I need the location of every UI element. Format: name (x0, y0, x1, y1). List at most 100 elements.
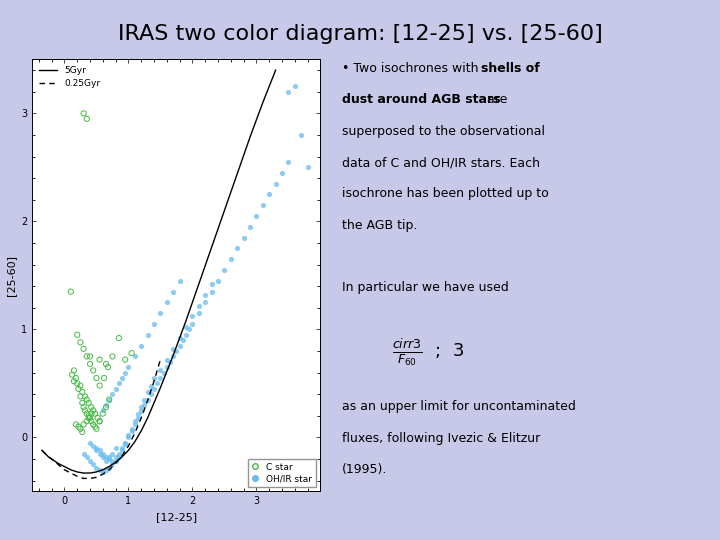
Point (76, 428, 88, 436)
Point (78, 109, 89, 118)
Point (110, 384, 122, 393)
Point (186, 312, 198, 321)
Text: superposed to the observational: superposed to the observational (342, 125, 545, 138)
Point (135, 403, 147, 411)
Point (78, 449, 89, 458)
Point (91, 424, 102, 433)
Point (97, 406, 109, 415)
Point (129, 420, 140, 429)
Point (283, 158, 294, 166)
Point (86, 417, 97, 426)
Point (86, 403, 97, 411)
Point (177, 336, 189, 345)
Text: (1995).: (1995). (342, 463, 387, 476)
Point (87, 420, 99, 429)
Point (113, 379, 125, 388)
Point (70, 374, 81, 382)
Point (193, 301, 204, 310)
Point (78, 403, 89, 411)
Point (135, 407, 147, 416)
Point (94, 417, 105, 426)
Text: isochrone has been plotted up to: isochrone has been plotted up to (342, 187, 549, 200)
Point (145, 381, 156, 390)
Point (148, 384, 160, 393)
Point (107, 390, 118, 399)
Point (142, 388, 153, 396)
Point (171, 347, 182, 355)
Point (168, 345, 179, 353)
Point (120, 368, 131, 377)
Text: the AGB tip.: the AGB tip. (342, 219, 418, 232)
Point (199, 291, 211, 299)
Legend: C star, OH/IR star: C star, OH/IR star (248, 459, 316, 487)
Point (86, 409, 97, 418)
Point (107, 449, 118, 458)
Point (102, 363, 114, 372)
Point (132, 414, 144, 422)
Point (180, 323, 192, 332)
Y-axis label: [25-60]: [25-60] (6, 255, 16, 296)
Point (122, 431, 134, 440)
Point (73, 422, 84, 431)
Text: data of C and OH/IR stars. Each: data of C and OH/IR stars. Each (342, 156, 540, 169)
Point (142, 395, 153, 404)
Point (164, 357, 176, 366)
Point (122, 433, 134, 442)
Point (186, 320, 198, 328)
Point (100, 465, 112, 474)
Point (87, 460, 99, 469)
Point (110, 457, 122, 465)
Point (283, 87, 294, 96)
Point (238, 233, 249, 242)
Point (104, 455, 115, 463)
Point (73, 384, 84, 393)
Point (100, 457, 112, 465)
Point (184, 325, 195, 334)
Point (97, 453, 109, 461)
Point (126, 424, 138, 433)
Text: are: are (483, 93, 508, 106)
Point (126, 427, 138, 435)
Point (81, 352, 93, 361)
Point (116, 446, 127, 455)
Point (206, 287, 217, 296)
Point (92, 414, 104, 422)
Point (151, 379, 163, 388)
Point (91, 444, 102, 453)
Point (87, 442, 99, 450)
Point (68, 366, 80, 375)
Point (75, 381, 86, 390)
Text: shells of: shells of (481, 62, 540, 75)
Point (100, 453, 112, 461)
Point (110, 453, 122, 461)
Point (142, 330, 153, 339)
Point (174, 341, 185, 350)
Point (84, 438, 96, 447)
Point (97, 449, 109, 458)
Point (94, 446, 105, 455)
Point (270, 179, 282, 188)
Point (116, 444, 127, 453)
Point (81, 114, 93, 123)
Point (71, 330, 83, 339)
Point (83, 399, 94, 407)
Point (155, 374, 166, 382)
Point (81, 453, 93, 461)
Point (94, 381, 105, 390)
Point (81, 395, 93, 404)
Point (75, 424, 86, 433)
Point (100, 401, 112, 409)
Point (84, 360, 96, 368)
Point (91, 463, 102, 472)
Point (129, 352, 140, 361)
Text: In particular we have used: In particular we have used (342, 281, 509, 294)
Point (100, 403, 112, 411)
Point (193, 309, 204, 318)
Point (104, 463, 115, 472)
Point (126, 349, 138, 357)
Point (231, 244, 243, 253)
Point (139, 401, 150, 409)
X-axis label: [12-25]: [12-25] (156, 512, 197, 522)
Point (99, 374, 110, 382)
Point (91, 446, 102, 455)
